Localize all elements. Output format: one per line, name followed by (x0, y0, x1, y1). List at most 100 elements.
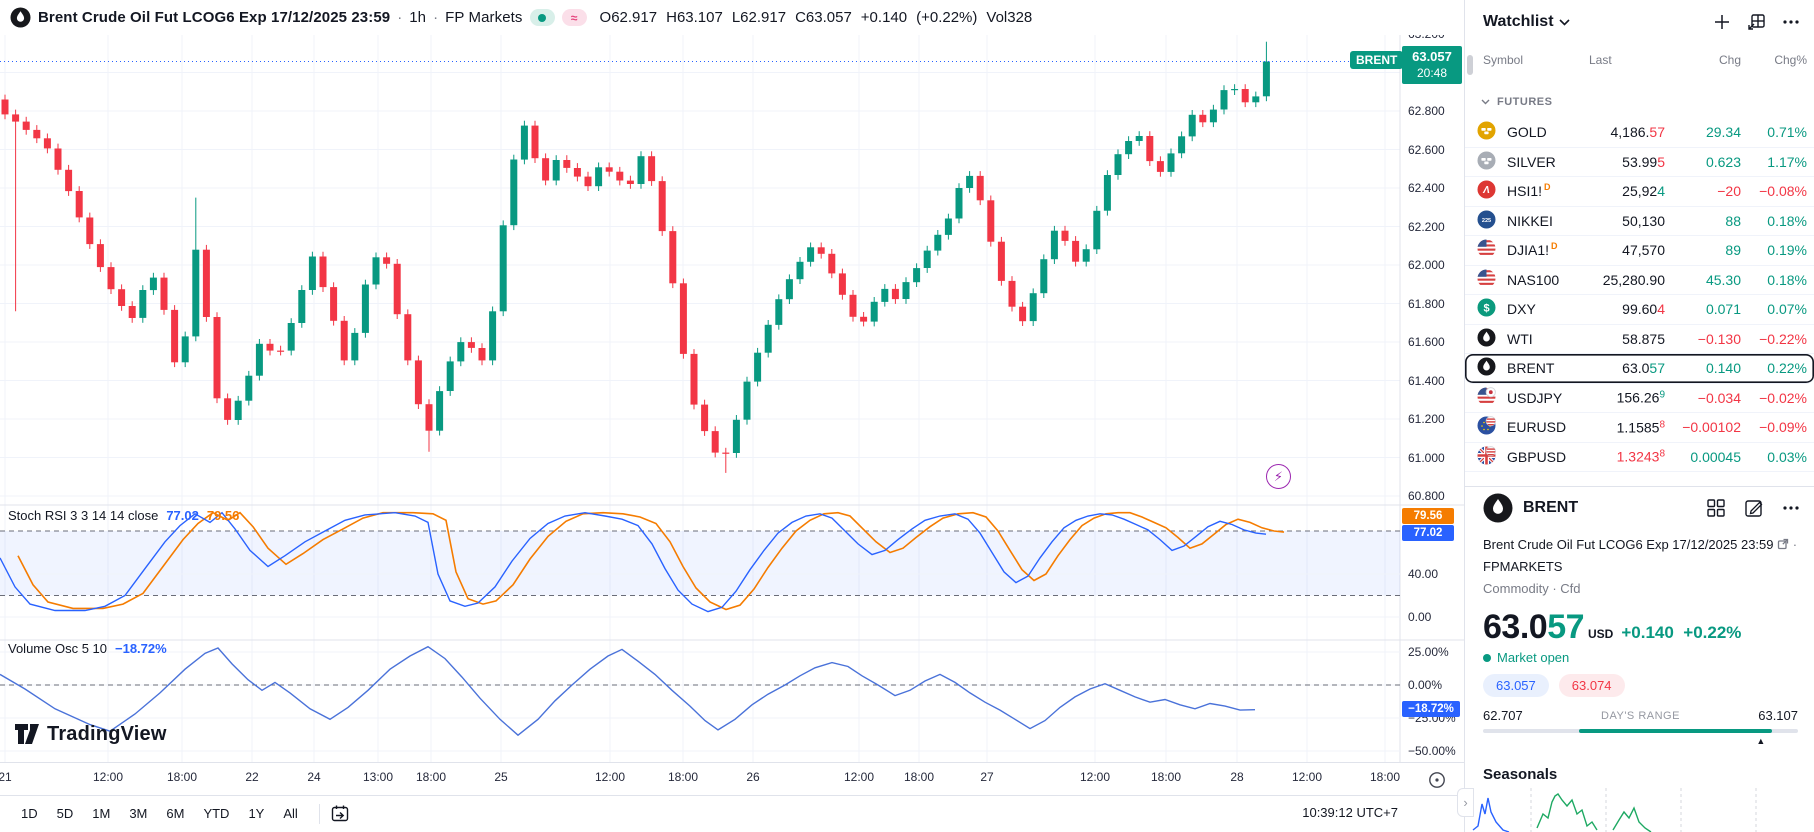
symbol-name: GBPUSD (1507, 448, 1567, 465)
watchlist-row-NAS100[interactable]: NAS100 25,280.90 45.30 0.18% (1465, 266, 1814, 295)
last-price: 1.15858 (1616, 418, 1665, 436)
panel-scrollbar[interactable] (1467, 55, 1473, 75)
indicator-tick: 0.00 (1408, 610, 1432, 624)
range-1M-button[interactable]: 1M (92, 806, 111, 821)
symbol-name: SILVER (1507, 153, 1556, 170)
volume-osc-legend[interactable]: Volume Osc 5 10 −18.72% (8, 641, 167, 656)
add-symbol-icon[interactable] (1713, 13, 1731, 31)
watchlist-row-USDJPY[interactable]: USDJPY 156.269 −0.034 −0.02% (1465, 384, 1814, 413)
edit-note-icon[interactable] (1744, 498, 1764, 518)
watchlist-row-NIKKEI[interactable]: 225 NIKKEI 50,130 88 0.18% (1465, 207, 1814, 236)
bar-countdown: 20:48 (1416, 66, 1448, 80)
detail-price-row: 63.057 USD +0.140 +0.22% (1483, 608, 1741, 647)
watchlist-more-icon[interactable] (1782, 19, 1800, 25)
price-tick: 62.400 (1408, 181, 1445, 195)
time-tick: 13:00 (362, 770, 394, 784)
dxy-icon: $ (1477, 298, 1496, 317)
change: 89 (1725, 242, 1741, 259)
range-1Y-button[interactable]: 1Y (248, 806, 265, 821)
watchlist-row-SILVER[interactable]: SILVER 53.995 0.623 1.17% (1465, 148, 1814, 177)
symbol-name: EURUSD (1507, 419, 1567, 436)
clock-utc[interactable]: 10:39:12 UTC+7 (1302, 805, 1398, 820)
eurusd-icon (1477, 416, 1496, 435)
watchlist-group-futures[interactable]: FUTURES (1465, 90, 1814, 114)
time-tick: 18:00 (1369, 770, 1401, 784)
watchlist-title[interactable]: Watchlist (1483, 13, 1570, 31)
external-link-icon[interactable] (1777, 538, 1789, 550)
watchlist-row-DXY[interactable]: $ DXY 99.604 0.071 0.07% (1465, 295, 1814, 325)
change-pct: −0.08% (1759, 183, 1807, 200)
range-marker-icon: ▲ (1756, 736, 1766, 746)
change-pct: −0.09% (1759, 419, 1807, 436)
range-3M-button[interactable]: 3M (129, 806, 148, 821)
watchlist-row-WTI[interactable]: WTI 58.875 −0.130 −0.22% (1465, 325, 1814, 354)
change: −0.130 (1697, 330, 1741, 347)
time-tick: 21 (0, 770, 12, 784)
seasonals-sparklines[interactable] (1465, 788, 1814, 832)
bar-change-pct: (+0.22%) (916, 9, 978, 26)
indicator-tick: 25.00% (1408, 645, 1449, 659)
volume-osc-value: −18.72% (115, 641, 167, 656)
change: 29.34 (1705, 124, 1741, 141)
last-price: 58.875 (1622, 330, 1665, 347)
price-tick: 62.800 (1408, 104, 1445, 118)
layout-grid-icon[interactable] (1706, 498, 1726, 518)
data-status-icon[interactable] (529, 9, 555, 26)
stoch-rsi-title: Stoch RSI 3 3 14 14 close (8, 508, 159, 523)
change-pct: −0.22% (1759, 330, 1807, 347)
column-Chg%[interactable]: Chg% (1774, 53, 1807, 67)
last-price: 1.32438 (1616, 448, 1665, 466)
change: 88 (1725, 212, 1741, 229)
brent-oil-icon (1483, 493, 1513, 523)
price-tick: 60.800 (1408, 489, 1445, 503)
price-tick: 62.000 (1408, 258, 1445, 272)
open-panes-grid-icon[interactable] (1747, 13, 1766, 32)
approx-data-icon[interactable]: ≈ (561, 9, 587, 26)
timezone-session-icon[interactable] (1424, 768, 1450, 792)
symbol-title[interactable]: Brent Crude Oil Fut LCOG6 Exp 17/12/2025… (38, 9, 391, 26)
hsi-icon: Λ (1477, 180, 1496, 199)
change-pct: 1.17% (1767, 153, 1807, 170)
range-All-button[interactable]: All (283, 806, 298, 821)
days-range-labels: 62.707 DAY'S RANGE 63.107 (1483, 708, 1798, 723)
stoch-rsi-legend[interactable]: Stoch RSI 3 3 14 14 close 77.02 79.56 (8, 508, 239, 523)
watchlist-row-GBPUSD[interactable]: GBPUSD 1.32438 0.00045 0.03% (1465, 443, 1814, 472)
toolbar-divider (318, 804, 320, 824)
range-YTD-button[interactable]: YTD (203, 806, 230, 821)
ask-pill[interactable]: 63.074 (1558, 674, 1625, 697)
panel-collapse-icon[interactable]: › (1457, 788, 1474, 817)
watchlist-row-DJIA1![interactable]: DJIA1! D 47,570 89 0.19% (1465, 236, 1814, 266)
broker-label[interactable]: FP Markets (445, 9, 523, 26)
watchlist-row-GOLD[interactable]: GOLD 4,186.57 29.34 0.71% (1465, 118, 1814, 148)
column-Symbol[interactable]: Symbol (1483, 53, 1524, 67)
exchange-name[interactable]: FPMARKETS (1483, 559, 1563, 574)
quick-trade-lightning-icon[interactable]: ⚡ (1266, 464, 1291, 489)
watchlist-row-BRENT[interactable]: BRENT 63.057 0.140 0.22% (1465, 354, 1814, 384)
last-price-symbol-tag: BRENT (1350, 51, 1404, 69)
range-5D-button[interactable]: 5D (56, 806, 74, 821)
last-price: 99.604 (1622, 301, 1665, 318)
bottom-toolbar: 1D 5D 1M 3M 6M YTD 1Y All 10:39:12 UTC+7 (0, 795, 1464, 832)
svg-text:Λ: Λ (1482, 185, 1490, 196)
detail-more-icon[interactable] (1782, 505, 1800, 511)
bid-pill[interactable]: 63.057 (1483, 674, 1549, 697)
column-Last[interactable]: Last (1589, 53, 1612, 67)
go-to-date-icon[interactable] (329, 803, 351, 825)
interval-label[interactable]: 1h (409, 9, 427, 26)
watchlist-row-EURUSD[interactable]: EURUSD 1.15858 −0.00102 −0.09% (1465, 413, 1814, 443)
ohlc-H: H63.107 (666, 9, 723, 26)
currency-label: USD (1588, 627, 1614, 641)
price-chart[interactable] (0, 0, 1464, 795)
tradingview-logo-icon (15, 724, 39, 744)
tradingview-logo[interactable]: TradingView (14, 722, 167, 746)
range-1D-button[interactable]: 1D (21, 806, 38, 821)
contract-description[interactable]: Brent Crude Oil Fut LCOG6 Exp 17/12/2025… (1483, 537, 1774, 552)
column-Chg[interactable]: Chg (1718, 53, 1741, 67)
time-tick: 12:00 (92, 770, 124, 784)
time-tick: 12:00 (843, 770, 875, 784)
time-axis[interactable]: 21 12:00 18:00 22 24 13:00 18:00 25 12:00 18:00 26… (0, 762, 1464, 796)
price-tick: 61.600 (1408, 335, 1445, 349)
change: 0.071 (1705, 301, 1741, 318)
watchlist-row-HSI1![interactable]: Λ HSI1! D 25,924 −20 −0.08% (1465, 177, 1814, 207)
range-6M-button[interactable]: 6M (166, 806, 185, 821)
